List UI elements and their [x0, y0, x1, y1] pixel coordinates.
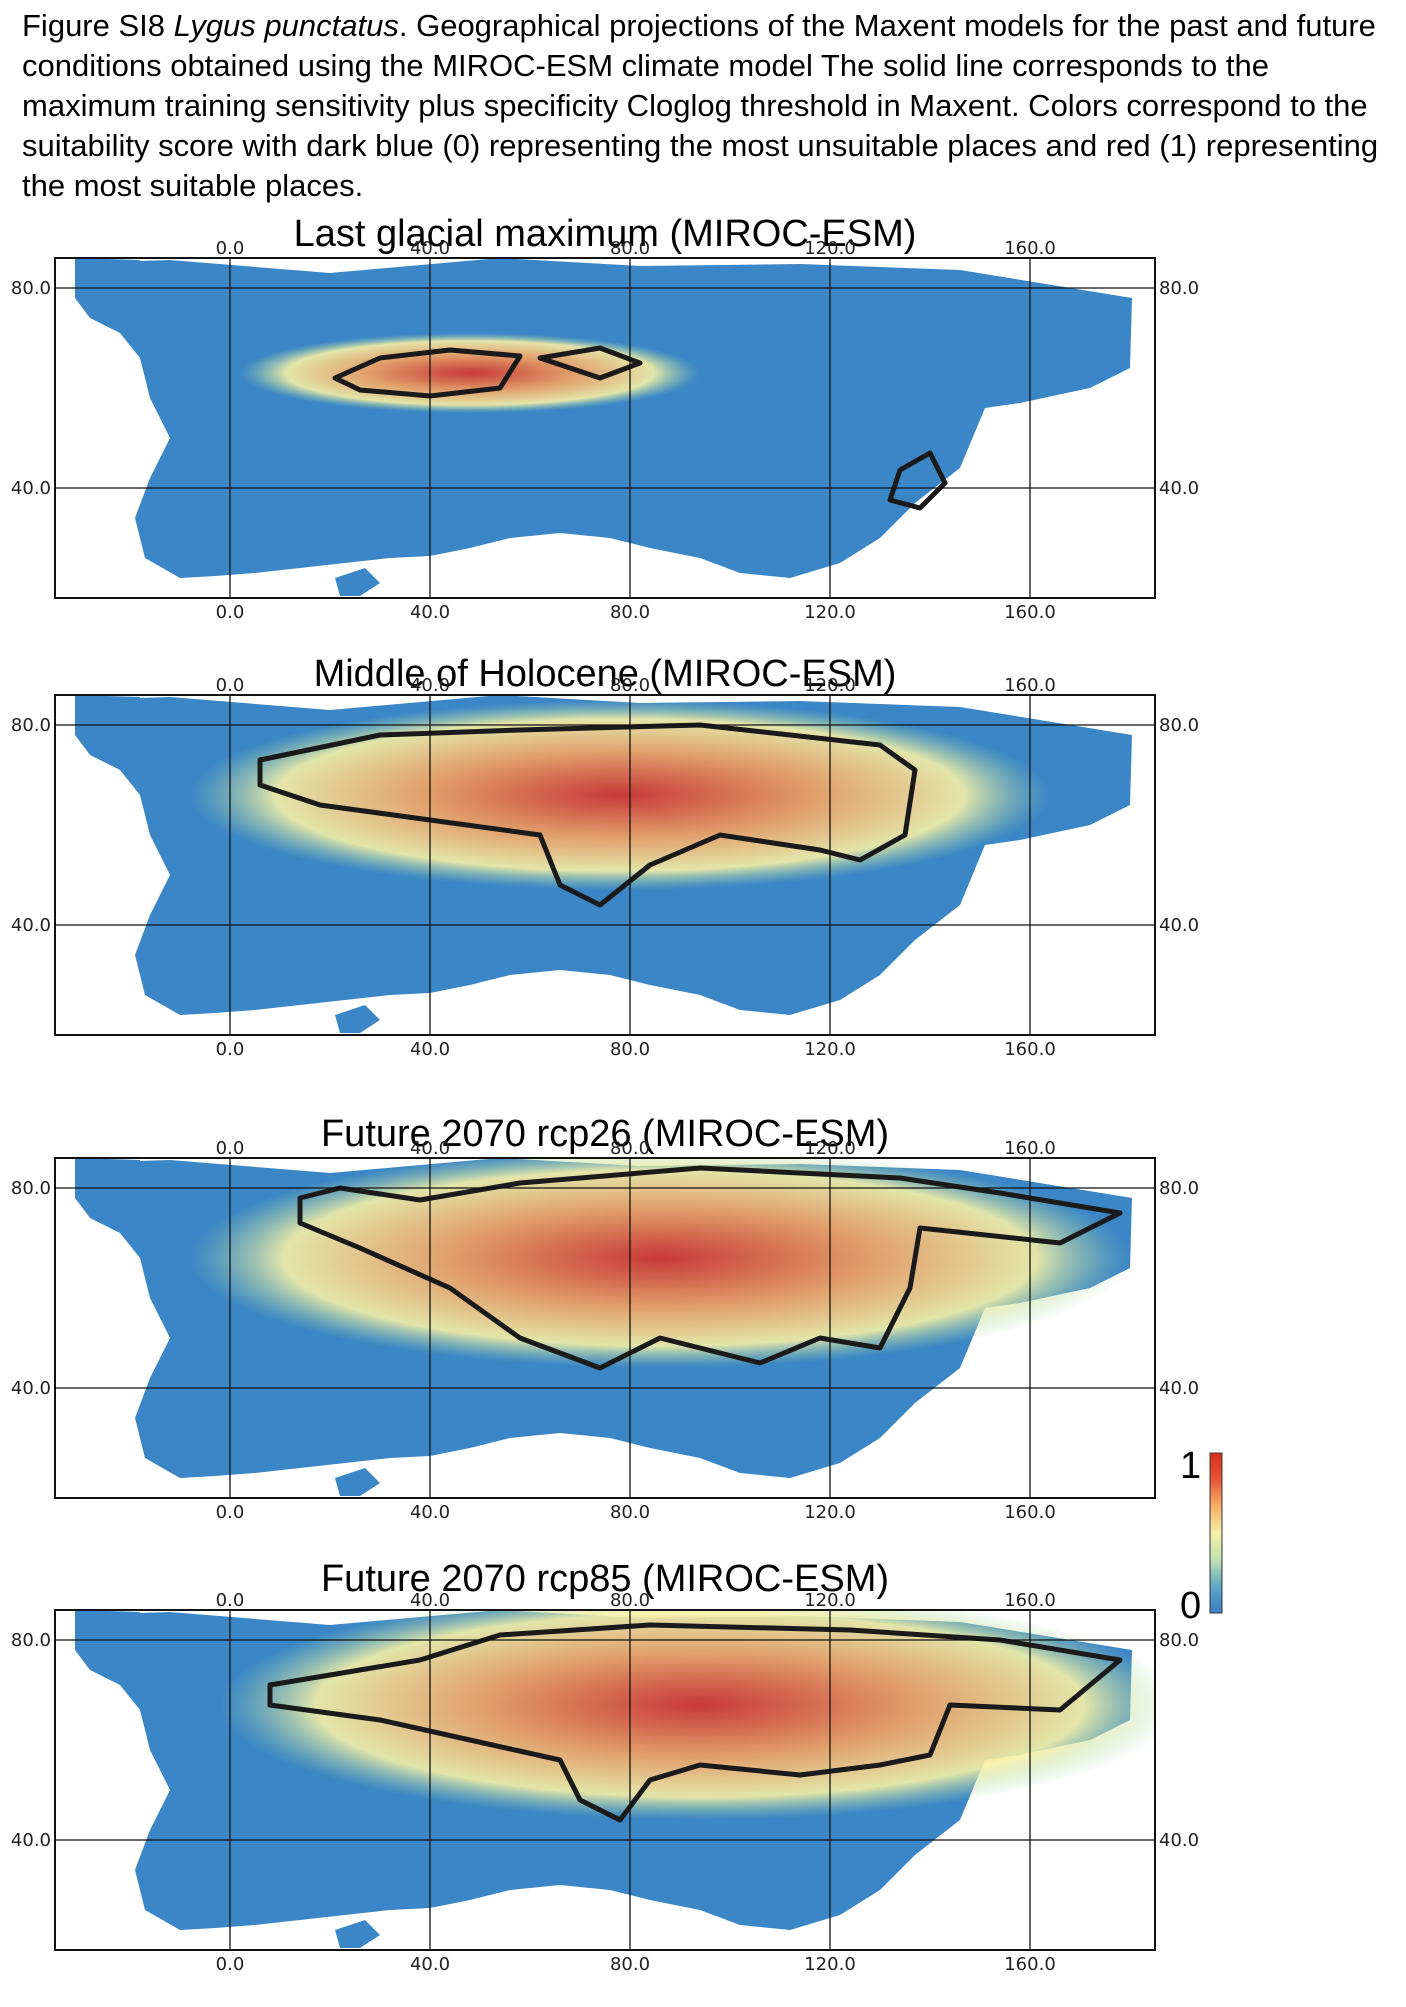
- y-tick-label-left: 40.0: [11, 915, 51, 936]
- suitability-area: [240, 333, 700, 413]
- x-tick-label-bottom: 80.0: [610, 1954, 650, 1975]
- map-frame: [54, 1157, 1156, 1499]
- species-name: Lygus punctatus: [173, 8, 399, 43]
- x-tick-label-top: 40.0: [410, 1138, 450, 1159]
- x-tick-label-top: 120.0: [804, 1138, 856, 1159]
- map-panel-lgm: 0.0 0.0 40.0 40.0 80.0 80.0 120.0 120.0 160.0 160…: [11, 238, 1199, 623]
- y-tick-label-right: 80.0: [1159, 715, 1199, 736]
- panel-title-rcp26: Future 2070 rcp26 (MIROC-ESM): [320, 1113, 890, 1155]
- panel-title-holocene: Middle of Holocene (MIROC-ESM): [313, 653, 897, 695]
- colorbar: [1209, 1452, 1223, 1614]
- x-tick-label-top: 80.0: [610, 238, 650, 259]
- colorbar-max-label: 1: [1180, 1445, 1202, 1487]
- y-tick-label-right: 40.0: [1159, 915, 1199, 936]
- x-tick-label-top: 160.0: [1004, 675, 1056, 696]
- y-tick-label-left: 40.0: [11, 478, 51, 499]
- x-tick-label-top: 160.0: [1004, 1590, 1056, 1611]
- y-tick-label-right: 80.0: [1159, 1178, 1199, 1199]
- x-tick-label-bottom: 0.0: [216, 1039, 245, 1060]
- y-tick-label-left: 80.0: [11, 1178, 51, 1199]
- x-tick-label-bottom: 120.0: [804, 1502, 856, 1523]
- x-tick-label-bottom: 80.0: [610, 602, 650, 623]
- x-tick-label-bottom: 0.0: [216, 1954, 245, 1975]
- x-tick-label-bottom: 120.0: [804, 1954, 856, 1975]
- threshold-contour: [332, 345, 948, 511]
- x-tick-label-bottom: 40.0: [410, 1502, 450, 1523]
- colorbar-min-label: 0: [1180, 1585, 1202, 1627]
- x-tick-label-top: 0.0: [216, 1138, 245, 1159]
- y-tick-label-left: 80.0: [11, 715, 51, 736]
- y-tick-label-left: 40.0: [11, 1378, 51, 1399]
- suitability-area: [220, 1610, 1155, 1820]
- x-tick-label-bottom: 160.0: [1004, 1502, 1056, 1523]
- x-tick-label-top: 80.0: [610, 675, 650, 696]
- caption-text: . Geographical projections of the Maxent…: [22, 8, 1379, 203]
- x-tick-label-top: 160.0: [1004, 1138, 1056, 1159]
- y-tick-label-right: 80.0: [1159, 278, 1199, 299]
- map-frame: [54, 257, 1156, 599]
- map-panel-rcp85: 0.0 0.0 40.0 40.0 80.0 80.0 120.0 120.0 160.0 160…: [11, 1590, 1199, 1975]
- x-tick-label-top: 40.0: [410, 675, 450, 696]
- land-area: [335, 1468, 380, 1496]
- land-area: [335, 1005, 380, 1033]
- x-tick-label-bottom: 40.0: [410, 602, 450, 623]
- figure-caption: Figure SI8 Lygus punctatus. Geographical…: [22, 6, 1392, 206]
- x-tick-label-bottom: 80.0: [610, 1502, 650, 1523]
- x-tick-label-top: 80.0: [610, 1590, 650, 1611]
- y-tick-label-right: 40.0: [1159, 1378, 1199, 1399]
- x-tick-label-bottom: 0.0: [216, 1502, 245, 1523]
- x-tick-label-top: 80.0: [610, 1138, 650, 1159]
- figure-label: Figure SI8: [22, 8, 166, 43]
- panel-title-lgm: Last glacial maximum (MIROC-ESM): [293, 213, 917, 255]
- suitability-area: [190, 700, 1050, 890]
- x-tick-label-top: 0.0: [216, 1590, 245, 1611]
- x-tick-label-top: 0.0: [216, 675, 245, 696]
- x-tick-label-top: 0.0: [216, 238, 245, 259]
- y-tick-label-left: 80.0: [11, 278, 51, 299]
- x-tick-label-top: 160.0: [1004, 238, 1056, 259]
- map-frame: [54, 694, 1156, 1036]
- y-tick-label-left: 80.0: [11, 1630, 51, 1651]
- x-tick-label-bottom: 40.0: [410, 1039, 450, 1060]
- panel-title-rcp85: Future 2070 rcp85 (MIROC-ESM): [320, 1558, 890, 1600]
- x-tick-label-bottom: 120.0: [804, 1039, 856, 1060]
- y-tick-label-right: 40.0: [1159, 478, 1199, 499]
- threshold-contour: [257, 722, 918, 908]
- x-tick-label-bottom: 0.0: [216, 602, 245, 623]
- land-area: [75, 258, 1132, 578]
- map-frame: [54, 1609, 1156, 1951]
- land-area: [335, 568, 380, 596]
- x-tick-label-top: 120.0: [804, 675, 856, 696]
- x-tick-label-top: 120.0: [804, 1590, 856, 1611]
- y-tick-label-left: 40.0: [11, 1830, 51, 1851]
- x-tick-label-bottom: 160.0: [1004, 1039, 1056, 1060]
- suitability-area: [190, 1158, 1130, 1368]
- map-panel-holocene: 0.0 0.0 40.0 40.0 80.0 80.0 120.0 120.0 160.0 160…: [11, 675, 1199, 1060]
- colorbar-gradient: [1209, 1452, 1223, 1614]
- y-tick-label-right: 40.0: [1159, 1830, 1199, 1851]
- x-tick-label-bottom: 160.0: [1004, 602, 1056, 623]
- y-tick-label-right: 80.0: [1159, 1630, 1199, 1651]
- x-tick-label-top: 120.0: [804, 238, 856, 259]
- x-tick-label-bottom: 160.0: [1004, 1954, 1056, 1975]
- threshold-contour: [267, 1622, 1123, 1823]
- x-tick-label-bottom: 80.0: [610, 1039, 650, 1060]
- threshold-contour: [297, 1165, 1123, 1371]
- map-panel-rcp26: 0.0 0.0 40.0 40.0 80.0 80.0 120.0 120.0 160.0 160…: [11, 1138, 1199, 1523]
- x-tick-label-top: 40.0: [410, 238, 450, 259]
- x-tick-label-top: 40.0: [410, 1590, 450, 1611]
- x-tick-label-bottom: 40.0: [410, 1954, 450, 1975]
- land-area: [335, 1920, 380, 1948]
- x-tick-label-bottom: 120.0: [804, 602, 856, 623]
